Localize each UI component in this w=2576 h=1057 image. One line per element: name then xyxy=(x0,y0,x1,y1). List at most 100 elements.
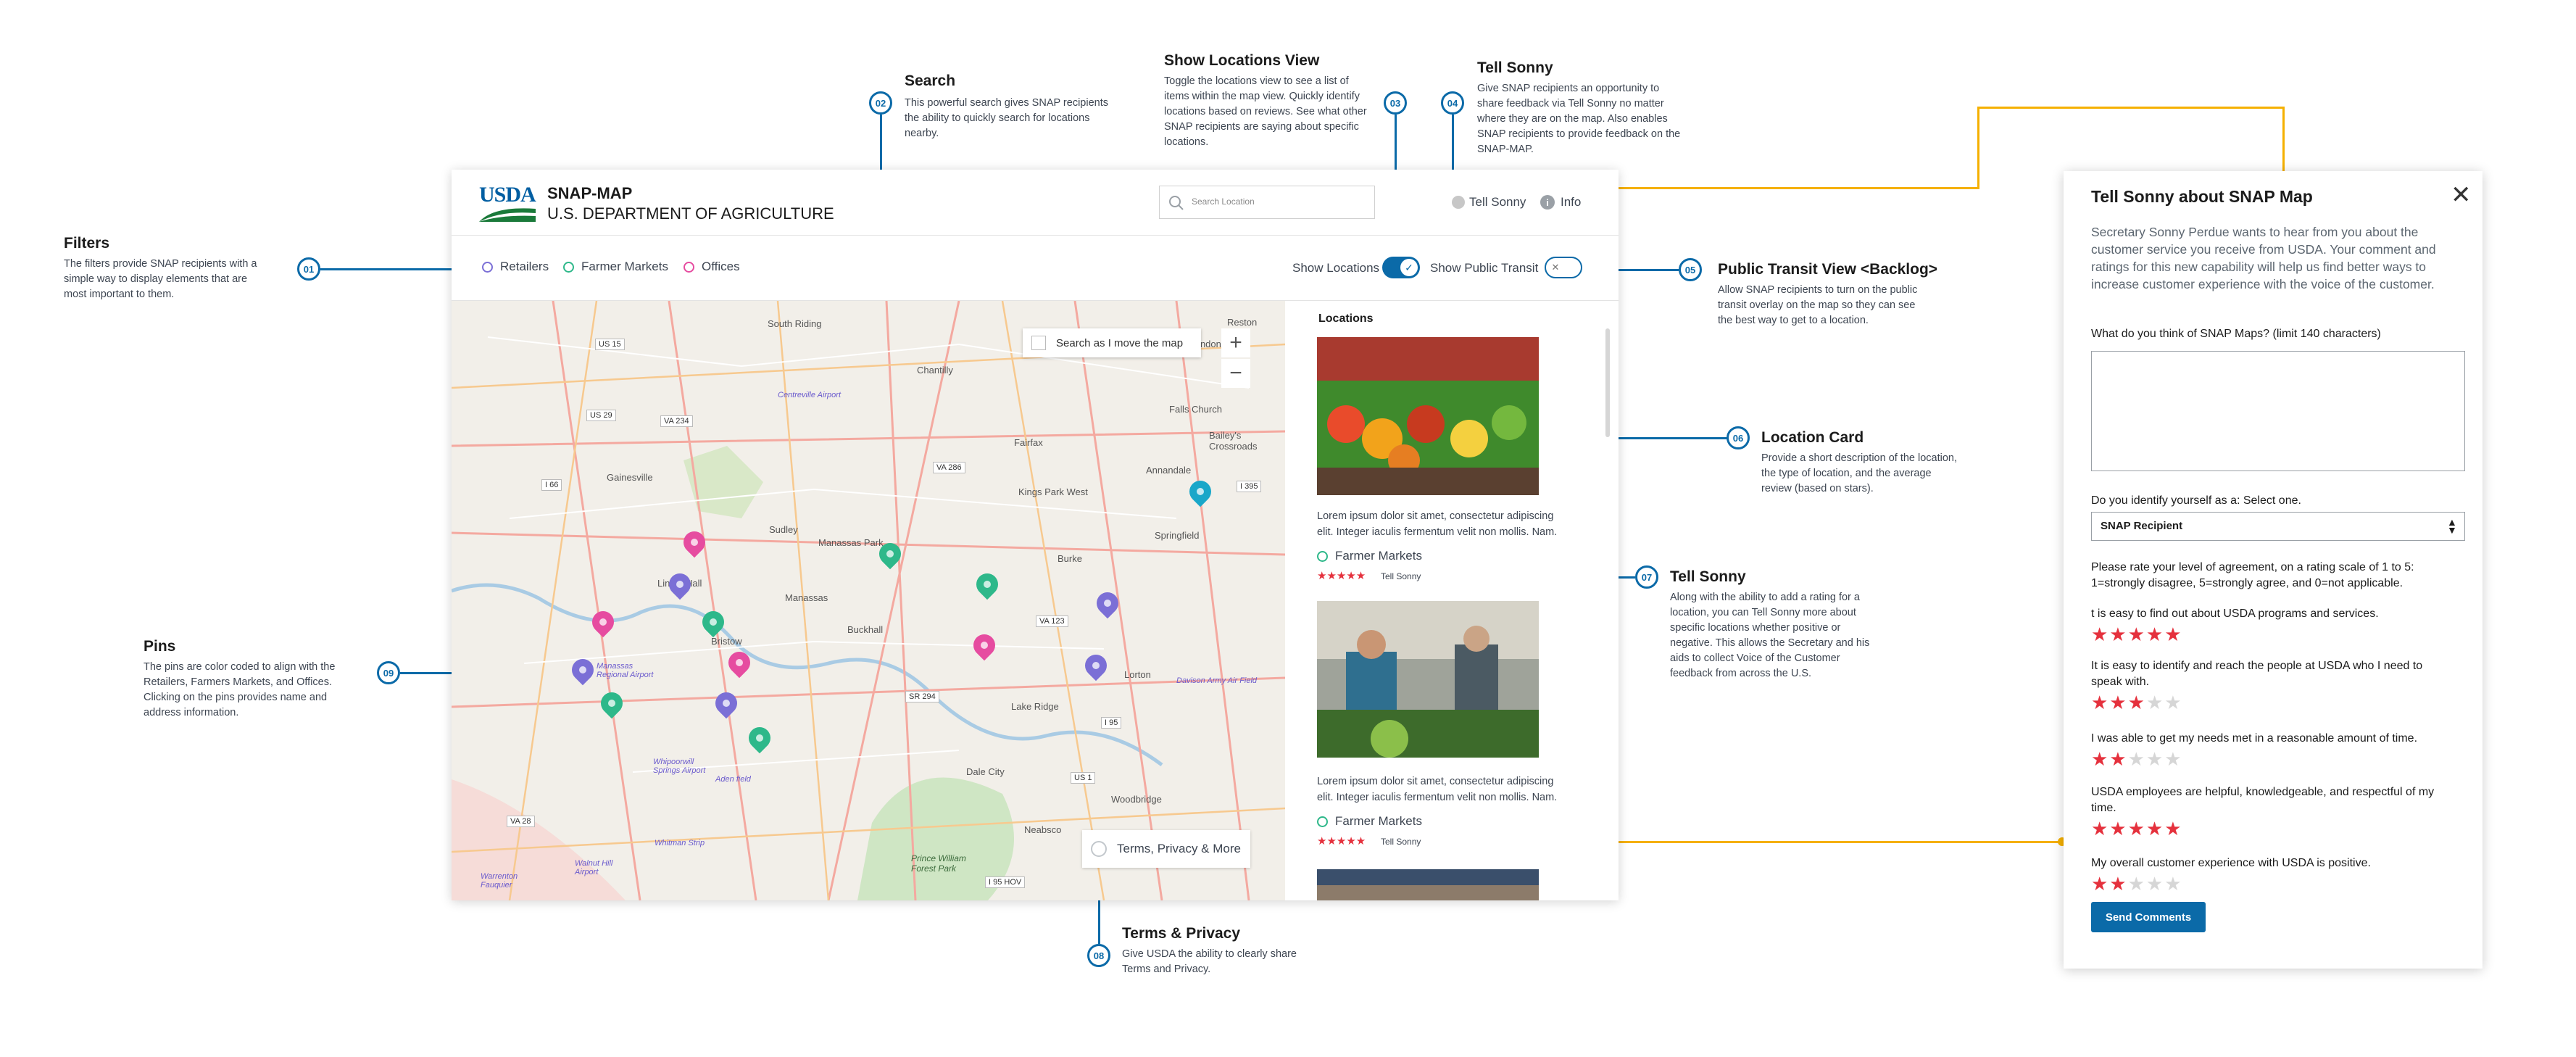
select-arrows-icon: ▲ ▼ xyxy=(2447,516,2457,536)
annotation-title: Tell Sonny xyxy=(1477,59,1553,76)
tell-sonny-button[interactable]: Tell Sonny xyxy=(1452,194,1526,210)
show-locations-toggle[interactable]: ✓ xyxy=(1382,257,1420,278)
desc-line: nearby. xyxy=(905,128,939,139)
checkbox-icon xyxy=(1031,336,1046,350)
desc-line: specific locations whether positive or xyxy=(1670,622,1841,634)
map-label: Manassas Park xyxy=(818,537,884,548)
farmer-dot-icon xyxy=(563,261,574,273)
filter-bar: Retailers Farmer Markets Offices Show Lo… xyxy=(452,235,1619,301)
globe-icon xyxy=(1091,841,1107,857)
star-rating[interactable]: ★★★★★ xyxy=(2091,818,2183,840)
tell-sonny-link[interactable]: Tell Sonny xyxy=(1381,837,1421,847)
road-shield: VA 28 xyxy=(507,816,535,827)
annotation-desc: This powerful search gives SNAP recipien… xyxy=(905,96,1108,141)
rating-question: It is easy to identify and reach the peo… xyxy=(2091,658,2422,690)
comment-textarea[interactable] xyxy=(2091,351,2465,471)
zoom-in-button[interactable]: + xyxy=(1221,328,1250,357)
terms-button[interactable]: Terms, Privacy & More xyxy=(1082,830,1250,868)
callout-line xyxy=(1452,115,1454,187)
filter-label: Offices xyxy=(702,260,740,273)
annotation-number: 03 xyxy=(1384,91,1407,115)
desc-line: SNAP-MAP. xyxy=(1477,144,1534,155)
callout-line xyxy=(1098,867,1100,944)
search-placeholder: Search Location xyxy=(1192,196,1255,207)
star-rating[interactable]: ★★★★★ xyxy=(2091,873,2183,895)
intro-line: Secretary Sonny Perdue wants to hear fro… xyxy=(2091,225,2419,239)
office-dot-icon xyxy=(684,261,694,273)
callout-line xyxy=(880,115,882,204)
map-label: Falls Church xyxy=(1169,404,1222,415)
star-rating[interactable]: ★★★★★ xyxy=(2091,748,2183,770)
callout-line-yellow xyxy=(1439,841,2061,843)
map-label: Aden field xyxy=(715,775,751,784)
location-rating: ★★★★★ xyxy=(1317,835,1366,847)
search-input[interactable]: Search Location xyxy=(1159,186,1375,219)
filter-retailers[interactable]: Retailers xyxy=(482,260,549,274)
zoom-out-button[interactable]: − xyxy=(1221,359,1250,388)
locations-sidebar: Locations Lorem ipsum dolor sit amet, co… xyxy=(1285,301,1619,900)
annotation-title: Public Transit View <Backlog> xyxy=(1718,261,1938,278)
tell-sonny-panel: Tell Sonny about SNAP Map ✕ Secretary So… xyxy=(2064,171,2482,969)
desc-line: aids to collect Voice of the Customer xyxy=(1670,652,1840,664)
desc-line: This powerful search gives SNAP recipien… xyxy=(905,97,1108,109)
map-label: Reston xyxy=(1227,317,1258,328)
show-locations-label: Show Locations xyxy=(1292,261,1380,275)
location-photo xyxy=(1317,337,1539,495)
desc-line: Give USDA the ability to clearly share xyxy=(1122,948,1297,960)
desc-line: elit. Integer iaculis fermentum velit no… xyxy=(1317,792,1558,803)
location-type-label: Farmer Markets xyxy=(1335,549,1422,563)
annotation-title: Tell Sonny xyxy=(1670,568,1746,585)
annotation-title: Location Card xyxy=(1761,429,1864,446)
locations-heading: Locations xyxy=(1318,312,1374,325)
app-title: SNAP-MAP xyxy=(547,184,633,202)
desc-line: the type of location, and the average xyxy=(1761,468,1932,479)
road-shield: I 66 xyxy=(541,479,562,491)
annotation-number: 01 xyxy=(297,257,320,281)
map-label: Bristow xyxy=(711,636,742,647)
road-shield: VA 123 xyxy=(1036,615,1068,627)
star-rating[interactable]: ★★★★★ xyxy=(2091,692,2183,713)
filter-farmer-markets[interactable]: Farmer Markets xyxy=(563,260,668,274)
intro-line: customer service you receive from USDA. … xyxy=(2091,242,2436,257)
select-value: SNAP Recipient xyxy=(2101,520,2183,532)
search-icon xyxy=(1169,196,1184,210)
comment-question: What do you think of SNAP Maps? (limit 1… xyxy=(2091,328,2381,340)
instruction-line: Please rate your level of agreement, on … xyxy=(2091,561,2414,573)
annotation-number: 05 xyxy=(1679,258,1702,281)
desc-line: Lorem ipsum dolor sit amet, consectetur … xyxy=(1317,776,1554,787)
road-shield: I 395 xyxy=(1237,481,1262,492)
identify-select[interactable]: SNAP Recipient ▲ ▼ xyxy=(2091,512,2465,541)
map-view[interactable]: Oak Hill South Riding Chantilly Herndon … xyxy=(452,301,1285,900)
road-shield: SR 294 xyxy=(905,691,939,702)
scrollbar[interactable] xyxy=(1605,328,1610,437)
desc-line: negative. This allows the Secretary and … xyxy=(1670,637,1870,649)
show-transit-toggle[interactable]: ✕ xyxy=(1545,257,1582,278)
callout-line-yellow xyxy=(2282,107,2285,176)
desc-line: items within the map view. Quickly ident… xyxy=(1164,91,1360,102)
map-label: Fairfax xyxy=(1014,437,1043,448)
farmer-dot-icon xyxy=(1317,816,1328,827)
show-transit-label: Show Public Transit xyxy=(1430,261,1539,275)
location-type-label: Farmer Markets xyxy=(1335,814,1422,828)
location-desc: Lorem ipsum dolor sit amet, consectetur … xyxy=(1317,508,1557,540)
info-button[interactable]: i Info xyxy=(1540,194,1581,210)
desc-line: where they are on the map. Also enables xyxy=(1477,113,1668,125)
desc-line: locations. xyxy=(1164,136,1209,148)
map-label: Woodbridge xyxy=(1111,794,1162,805)
desc-line: Allow SNAP recipients to turn on the pub… xyxy=(1718,284,1918,296)
callout-line xyxy=(1584,269,1679,271)
desc-line: most important to them. xyxy=(64,289,175,300)
star-rating[interactable]: ★★★★★ xyxy=(2091,623,2183,645)
map-label: Gainesville xyxy=(607,472,653,483)
send-comments-button[interactable]: Send Comments xyxy=(2091,902,2206,932)
rating-instructions: Please rate your level of agreement, on … xyxy=(2091,560,2414,592)
tell-sonny-link[interactable]: Tell Sonny xyxy=(1381,571,1421,581)
search-as-move-checkbox[interactable]: Search as I move the map xyxy=(1023,328,1201,357)
question-line: It is easy to identify and reach the peo… xyxy=(2091,660,2423,672)
annotation-desc: Give SNAP recipients an opportunity to s… xyxy=(1477,81,1680,157)
map-label: Manassas Regional Airport xyxy=(597,662,654,679)
instruction-line: 1=strongly disagree, 5=strongly agree, a… xyxy=(2091,577,2403,589)
filter-offices[interactable]: Offices xyxy=(684,260,740,274)
close-icon[interactable]: ✕ xyxy=(2451,181,2472,209)
desc-line: The pins are color coded to align with t… xyxy=(144,661,336,673)
